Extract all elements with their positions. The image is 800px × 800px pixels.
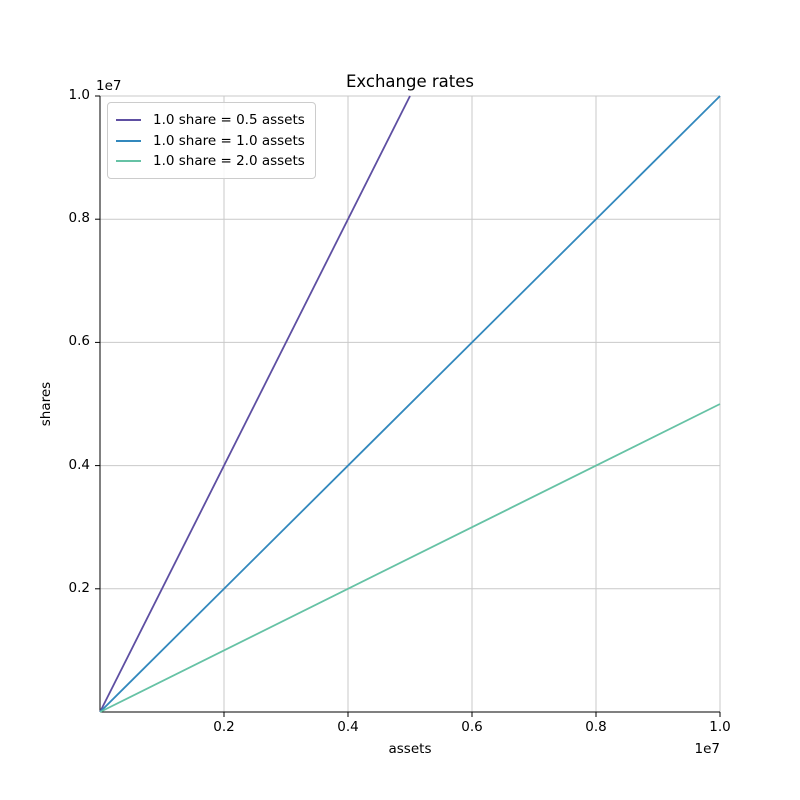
y-tick-label: 0.6: [68, 333, 90, 350]
legend-label: 1.0 share = 0.5 assets: [153, 112, 305, 128]
y-tick-label: 1.0: [68, 87, 90, 103]
legend-item: 1.0 share = 2.0 assets: [116, 152, 305, 171]
legend-label: 1.0 share = 1.0 assets: [153, 132, 305, 149]
x-tick-label: 1.0: [709, 719, 731, 735]
y-tick-label: 0.4: [68, 456, 90, 473]
y-axis-label: shares: [38, 381, 54, 427]
y-tick-label: 0.8: [68, 210, 90, 227]
chart-title: Exchange rates: [346, 72, 474, 91]
x-tick-label: 0.2: [213, 719, 235, 735]
legend-item: 1.0 share = 1.0 assets: [116, 131, 305, 150]
series-line-2: [99, 403, 721, 713]
legend-item: 1.0 share = 0.5 assets: [116, 111, 305, 130]
legend-line-swatch: [116, 119, 141, 121]
legend-label: 1.0 share = 2.0 assets: [153, 153, 305, 169]
series-line-0: [99, 95, 411, 713]
y-axis-offset-label: 1e7: [96, 78, 122, 94]
y-tick-label: 0.2: [68, 579, 90, 596]
series-line-1: [99, 95, 721, 713]
x-tick-label: 0.4: [337, 719, 359, 735]
legend-line-swatch: [116, 160, 141, 162]
x-tick-label: 0.8: [585, 719, 607, 735]
x-tick-label: 0.6: [461, 719, 483, 735]
x-axis-offset-label: 1e7: [694, 741, 720, 757]
legend-line-swatch: [116, 139, 141, 142]
x-axis-label: assets: [388, 741, 432, 757]
legend: 1.0 share = 0.5 assets 1.0 share = 1.0 as…: [107, 102, 316, 179]
